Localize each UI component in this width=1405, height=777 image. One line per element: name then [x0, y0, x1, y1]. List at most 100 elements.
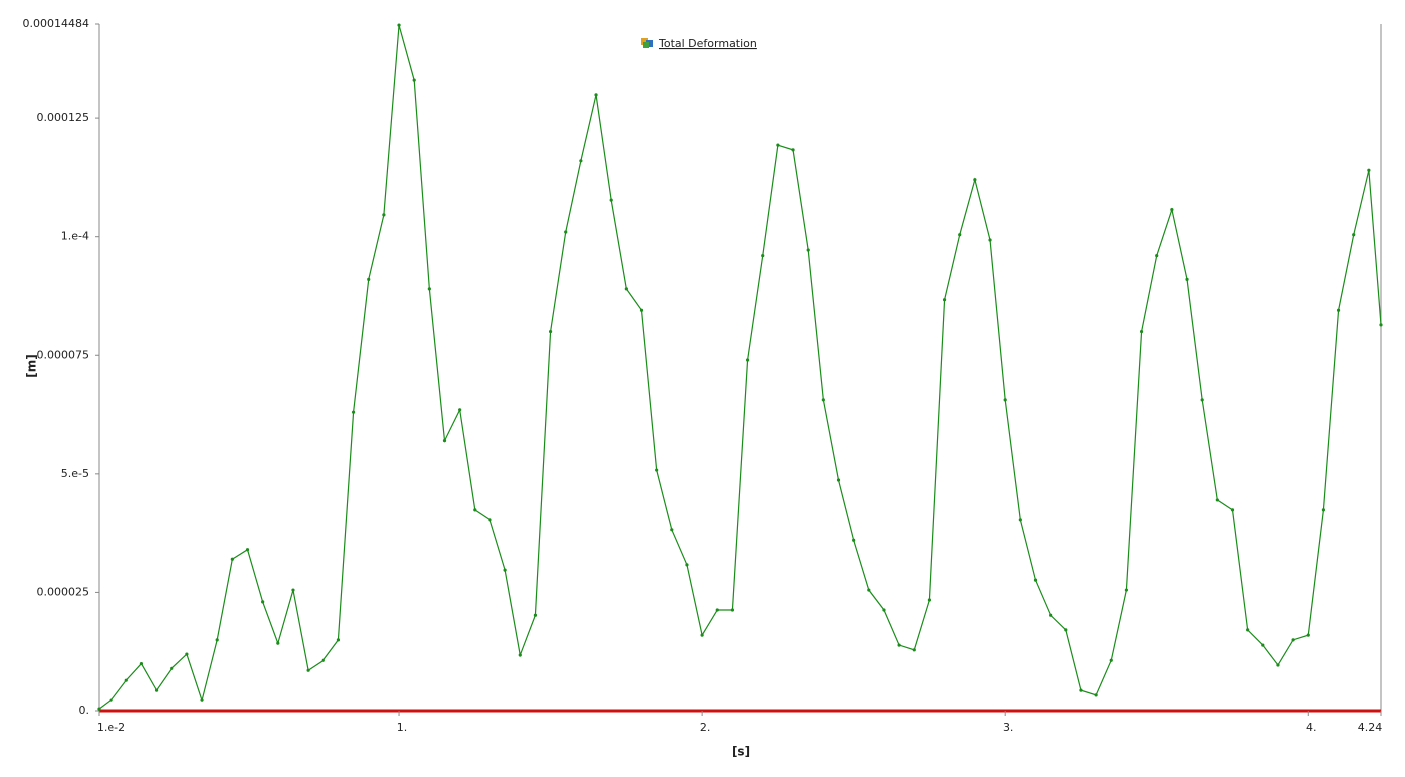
data-point — [867, 588, 871, 592]
data-point — [564, 230, 568, 234]
data-point — [624, 287, 628, 291]
data-point — [912, 648, 916, 652]
data-point — [488, 518, 492, 522]
data-point — [670, 528, 674, 532]
data-point — [458, 408, 462, 412]
data-point — [1094, 693, 1098, 697]
x-tick-label: 2. — [700, 721, 711, 734]
data-point — [503, 568, 507, 572]
legend-icon — [643, 42, 649, 48]
data-point — [230, 557, 234, 561]
data-point — [927, 598, 932, 602]
data-point — [1215, 498, 1219, 502]
y-tick-label: 0. — [79, 704, 90, 717]
data-point — [97, 707, 101, 711]
data-point — [170, 666, 174, 670]
data-point — [730, 608, 735, 612]
data-point — [761, 254, 765, 258]
data-point — [1139, 329, 1144, 334]
x-tick-label: 1.e-2 — [97, 721, 125, 734]
data-point — [882, 608, 886, 612]
data-point — [715, 608, 719, 612]
data-point — [700, 633, 704, 637]
data-point — [1155, 254, 1159, 258]
y-tick-label: 0.000025 — [37, 585, 90, 598]
data-point — [685, 563, 689, 567]
data-point — [1246, 628, 1250, 632]
data-point — [1064, 628, 1068, 632]
x-tick-label: 1. — [397, 721, 408, 734]
x-tick-label: 4.24 — [1358, 721, 1383, 734]
x-axis-label: [s] — [732, 745, 750, 759]
data-point — [1367, 168, 1371, 172]
x-tick-label: 3. — [1003, 721, 1014, 734]
data-point — [852, 538, 856, 542]
data-point — [973, 178, 977, 182]
data-point — [215, 638, 219, 642]
data-point — [1033, 578, 1038, 582]
data-point — [1276, 663, 1280, 667]
data-point — [1200, 398, 1204, 402]
data-point — [427, 287, 431, 291]
data-point — [1018, 518, 1022, 522]
data-point — [791, 148, 795, 152]
data-point — [1003, 398, 1007, 402]
data-point — [351, 410, 356, 414]
legend-label[interactable]: Total Deformation — [658, 37, 757, 50]
data-point — [594, 93, 598, 97]
legend-icon — [646, 40, 653, 47]
legend-icon — [641, 38, 648, 45]
data-point — [1321, 508, 1326, 512]
series-line — [98, 24, 1382, 710]
data-point — [245, 548, 250, 552]
data-point — [1261, 643, 1265, 647]
data-point — [367, 277, 371, 281]
data-point — [154, 688, 159, 692]
data-point — [1291, 638, 1295, 642]
data-point — [306, 668, 310, 672]
data-point — [382, 213, 386, 217]
data-point — [185, 652, 189, 656]
data-point — [1185, 277, 1189, 281]
data-point — [473, 508, 477, 512]
data-point — [1079, 688, 1083, 692]
y-tick-label: 5.e-5 — [61, 467, 89, 480]
data-point — [897, 643, 901, 647]
data-point — [276, 641, 280, 645]
data-point — [836, 478, 841, 482]
data-point — [1379, 323, 1383, 327]
data-point — [321, 658, 325, 662]
data-point — [124, 678, 128, 682]
y-tick-label: 1.e-4 — [61, 230, 89, 243]
data-point — [655, 468, 659, 472]
data-point — [806, 248, 810, 252]
data-point — [639, 308, 644, 312]
data-point — [412, 78, 416, 82]
legend[interactable]: Total Deformation — [641, 37, 757, 50]
data-point — [336, 638, 341, 642]
data-point — [776, 143, 780, 147]
data-point — [109, 698, 113, 702]
data-point — [821, 398, 825, 402]
data-point — [533, 613, 538, 617]
y-tick-label: 0.000125 — [37, 111, 90, 124]
data-point — [745, 358, 750, 362]
data-point — [291, 588, 295, 592]
data-point — [1306, 633, 1310, 637]
data-point — [1170, 208, 1174, 212]
data-point — [139, 661, 144, 666]
data-point — [200, 698, 204, 702]
data-point — [1230, 508, 1235, 512]
y-tick-label: 0.00014484 — [23, 17, 89, 30]
data-point — [1049, 613, 1053, 617]
data-point — [518, 653, 522, 657]
data-point — [1124, 588, 1129, 592]
data-point — [988, 238, 992, 242]
data-point — [609, 198, 613, 202]
data-point — [942, 298, 947, 302]
data-point — [1352, 233, 1356, 237]
x-tick-label: 4. — [1306, 721, 1317, 734]
y-tick-label: 0.000075 — [37, 348, 90, 361]
data-point — [958, 233, 962, 237]
